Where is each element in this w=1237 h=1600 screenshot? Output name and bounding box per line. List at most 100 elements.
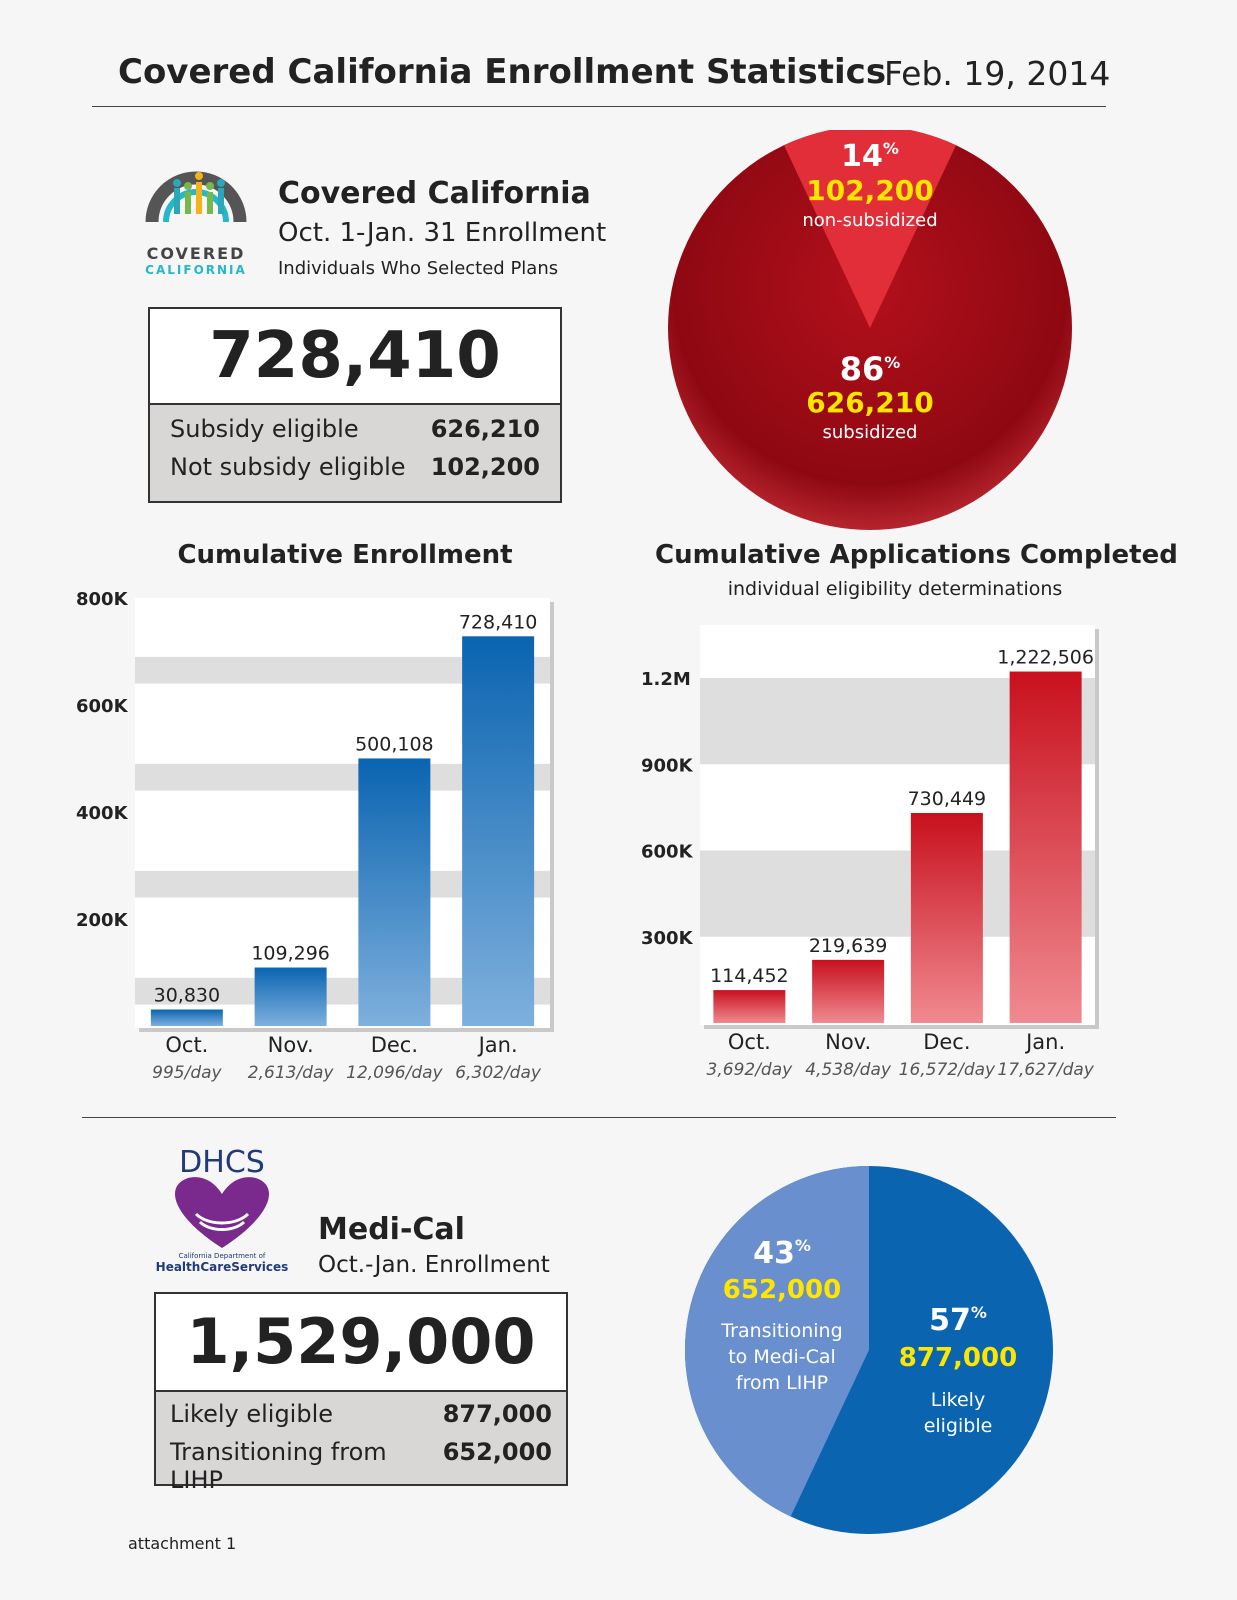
pie-percent-likely-eligible: 57% <box>929 1303 987 1338</box>
y-tick-label: 1.2M <box>641 669 691 690</box>
medi-cal-pie-chart: 43% 652,000 Transitioning to Medi-Cal fr… <box>685 1166 1053 1534</box>
medi-cal-heading: Medi-Cal <box>318 1212 465 1247</box>
x-category-label: Jan. <box>1024 1030 1065 1054</box>
pie-slice-non-subsidized <box>783 130 957 328</box>
y-tick-label: 900K <box>641 755 694 776</box>
enrollment-bar-chart: 200K 400K 600K 800K 30,830 Oct. 995/day 109,296… <box>76 590 554 1083</box>
pie-percent-subsidized: 86% <box>840 350 901 388</box>
bar-value-label: 109,296 <box>251 943 330 965</box>
y-tick-label: 200K <box>76 910 129 931</box>
x-per-day-label: 3,692/day <box>707 1060 794 1080</box>
x-per-day-label: 4,538/day <box>805 1060 892 1080</box>
pie-label-likely-eligible-1: Likely <box>931 1389 985 1411</box>
x-per-day-label: 17,627/day <box>997 1060 1094 1080</box>
applications-chart-subtitle: individual eligibility determinations <box>727 578 1063 600</box>
pie-value-likely-eligible: 877,000 <box>899 1343 1017 1373</box>
enrollment-chart-title: Cumulative Enrollment <box>177 540 513 570</box>
covered-california-subtitle: Individuals Who Selected Plans <box>278 258 559 279</box>
pie-label-transitioning-3: from LIHP <box>736 1372 828 1394</box>
breakdown-value: 626,210 <box>430 415 540 443</box>
pie-slice-transitioning <box>685 1166 869 1517</box>
x-category-label: Dec. <box>371 1033 418 1057</box>
breakdown-label: Transitioning from LIHP <box>170 1438 387 1494</box>
pie-label-likely-eligible-2: eligible <box>924 1415 993 1437</box>
breakdown-label: Not subsidy eligible <box>170 453 406 481</box>
y-tick-label: 600K <box>641 842 694 863</box>
dhcs-logo-text: DHCS <box>179 1146 265 1180</box>
y-tick-label: 800K <box>76 590 129 610</box>
page-title: Covered California Enrollment Statistics <box>118 52 887 92</box>
section-divider <box>82 1117 1116 1118</box>
x-per-day-label: 995/day <box>152 1063 222 1083</box>
pie-value-non-subsidized: 102,200 <box>806 174 934 207</box>
breakdown-label: Likely eligible <box>170 1400 334 1428</box>
logo-figure-4 <box>207 192 213 214</box>
bar-value-label: 730,449 <box>908 788 987 810</box>
applications-bar-chart: 300K 600K 900K 1.2M 114,452 Oct. 3,692/day 219,… <box>641 625 1099 1080</box>
bar <box>812 959 885 1023</box>
x-per-day-label: 2,613/day <box>248 1063 335 1083</box>
medi-cal-total-box: 1,529,000 Likely eligible 877,000 Transi… <box>154 1292 568 1494</box>
bar <box>713 990 786 1023</box>
pie-percent-transitioning: 43% <box>753 1236 811 1271</box>
bar <box>150 1009 223 1026</box>
logo-text-covered: COVERED <box>147 244 246 263</box>
bar <box>910 812 983 1023</box>
medi-cal-total: 1,529,000 <box>186 1305 536 1378</box>
breakdown-row: Not subsidy eligible 102,200 <box>170 453 540 481</box>
pie-value-transitioning: 652,000 <box>723 1275 841 1305</box>
footnote: attachment 1 <box>128 1534 237 1553</box>
breakdown-value: 652,000 <box>442 1438 552 1466</box>
bar-value-label: 219,639 <box>809 935 888 957</box>
bar <box>358 758 431 1026</box>
page-date: Feb. 19, 2014 <box>884 54 1111 93</box>
pie-label-subsidized: subsidized <box>823 422 918 443</box>
covered-california-total: 728,410 <box>209 319 501 393</box>
covered-california-period: Oct. 1-Jan. 31 Enrollment <box>278 218 607 248</box>
pie-value-subsidized: 626,210 <box>806 386 934 419</box>
x-category-label: Oct. <box>165 1033 208 1057</box>
logo-figure-5 <box>218 188 224 214</box>
bar <box>462 636 535 1026</box>
medi-cal-breakdown: Likely eligible 877,000 Transitioning fr… <box>156 1390 566 1494</box>
breakdown-row: Subsidy eligible 626,210 <box>170 415 540 443</box>
x-per-day-label: 6,302/day <box>455 1063 542 1083</box>
header-divider <box>92 106 1106 107</box>
y-tick-label: 400K <box>76 803 129 824</box>
x-per-day-label: 12,096/day <box>346 1063 443 1083</box>
x-category-label: Dec. <box>923 1030 970 1054</box>
pie-label-transitioning-1: Transitioning <box>720 1320 842 1342</box>
logo-figure-1 <box>174 188 180 214</box>
bar-value-label: 114,452 <box>710 965 789 987</box>
pie-label-transitioning-2: to Medi-Cal <box>728 1346 836 1368</box>
bar-value-label: 30,830 <box>154 985 220 1007</box>
x-category-label: Nov. <box>268 1033 314 1057</box>
logo-text-california: CALIFORNIA <box>145 263 247 277</box>
breakdown-row: Transitioning from LIHP 652,000 <box>170 1438 552 1494</box>
dhcs-logo-name: HealthCareServices <box>156 1260 289 1274</box>
bar-value-label: 1,222,506 <box>997 647 1094 669</box>
bar-value-label: 728,410 <box>459 611 538 633</box>
breakdown-value: 877,000 <box>442 1400 552 1428</box>
heart-icon <box>174 1177 270 1248</box>
covered-california-heading: Covered California <box>278 176 591 211</box>
covered-california-total-box: 728,410 Subsidy eligible 626,210 Not sub… <box>148 307 562 503</box>
medi-cal-period: Oct.-Jan. Enrollment <box>318 1252 550 1278</box>
subsidy-pie-chart: 14% 102,200 non-subsidized 86% 626,210 s… <box>668 130 1072 530</box>
bar <box>254 967 327 1026</box>
covered-california-logo: COVERED CALIFORNIA <box>145 171 247 277</box>
applications-chart-title: Cumulative Applications Completed <box>655 540 1178 570</box>
x-per-day-label: 16,572/day <box>899 1060 996 1080</box>
dhcs-logo-small-text: California Department of <box>179 1252 266 1260</box>
bar-value-label: 500,108 <box>355 733 434 755</box>
breakdown-row: Likely eligible 877,000 <box>170 1400 552 1428</box>
bar <box>1009 671 1082 1023</box>
y-tick-label: 600K <box>76 696 129 717</box>
x-category-label: Oct. <box>728 1030 771 1054</box>
pie-label-non-subsidized: non-subsidized <box>802 210 937 231</box>
logo-figure-3 <box>196 182 202 214</box>
x-category-label: Nov. <box>825 1030 871 1054</box>
covered-california-breakdown: Subsidy eligible 626,210 Not subsidy eli… <box>150 403 560 501</box>
pie-slice-subsidized <box>668 130 1072 530</box>
breakdown-label: Subsidy eligible <box>170 415 359 443</box>
